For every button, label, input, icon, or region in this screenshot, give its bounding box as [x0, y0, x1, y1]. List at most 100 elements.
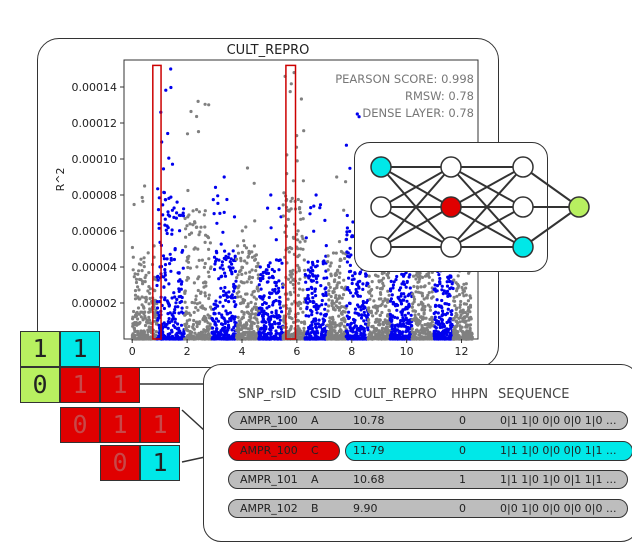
- data-point: [317, 318, 321, 322]
- cell-snp: AMPR_102: [240, 502, 298, 515]
- data-point: [177, 271, 181, 275]
- data-point: [229, 257, 233, 261]
- data-point: [257, 306, 261, 310]
- data-point: [322, 276, 326, 280]
- data-point: [277, 279, 281, 283]
- data-point: [377, 320, 381, 324]
- data-point: [380, 310, 384, 315]
- data-point: [244, 271, 248, 275]
- data-point: [245, 330, 250, 334]
- data-point: [346, 254, 350, 258]
- data-point: [314, 193, 318, 197]
- data-point: [357, 328, 361, 332]
- data-point: [170, 208, 174, 212]
- data-point: [367, 290, 371, 294]
- data-point: [340, 310, 344, 314]
- data-point: [223, 271, 227, 275]
- data-point: [367, 318, 371, 322]
- data-point: [277, 206, 281, 210]
- data-point: [334, 293, 338, 297]
- data-point: [274, 284, 278, 288]
- cell-snp: AMPR_100: [240, 414, 298, 427]
- data-point: [422, 308, 426, 312]
- data-point: [327, 298, 331, 302]
- data-point: [154, 330, 158, 334]
- data-point: [356, 303, 360, 307]
- data-point: [378, 313, 382, 317]
- plot-title: CULT_REPRO: [226, 43, 310, 58]
- data-point: [185, 337, 189, 341]
- data-point: [360, 313, 364, 317]
- data-point: [303, 239, 307, 243]
- data-point: [239, 295, 243, 299]
- data-point: [192, 327, 196, 331]
- data-point: [170, 228, 174, 232]
- data-point: [263, 301, 267, 305]
- data-point: [136, 317, 140, 321]
- data-point: [321, 260, 325, 264]
- data-point: [176, 337, 180, 341]
- snp-table-panel: SNP_rsID CSID CULT_REPRO HHPN SEQUENCE A…: [203, 364, 632, 542]
- data-point: [299, 301, 303, 306]
- data-point: [329, 261, 333, 265]
- data-point: [200, 336, 204, 340]
- data-point: [391, 286, 395, 290]
- data-point: [268, 336, 272, 340]
- data-point: [218, 300, 222, 304]
- data-point: [175, 211, 179, 215]
- data-point: [191, 209, 195, 213]
- data-point: [381, 276, 386, 280]
- data-point: [147, 325, 151, 329]
- data-point: [315, 336, 319, 340]
- data-point: [314, 277, 318, 281]
- data-point: [420, 275, 425, 279]
- data-point: [421, 326, 425, 330]
- data-point: [219, 322, 224, 326]
- data-point: [402, 272, 406, 277]
- data-point: [425, 326, 429, 330]
- data-point: [447, 292, 451, 296]
- data-point: [296, 255, 300, 259]
- data-point: [157, 196, 161, 200]
- data-point: [137, 269, 141, 273]
- data-point: [258, 295, 262, 299]
- data-point: [133, 272, 137, 276]
- data-point: [190, 300, 194, 305]
- data-point: [338, 271, 342, 275]
- data-point: [396, 324, 401, 328]
- data-point: [184, 227, 188, 231]
- data-point: [228, 260, 232, 264]
- data-point: [139, 315, 143, 319]
- data-point: [431, 295, 435, 299]
- data-point: [348, 326, 352, 330]
- data-point: [306, 293, 310, 298]
- data-point: [202, 213, 206, 217]
- data-point: [414, 277, 418, 281]
- data-point: [386, 327, 390, 331]
- data-point: [266, 312, 270, 316]
- data-point: [221, 304, 225, 308]
- data-point: [314, 322, 318, 326]
- data-point: [173, 295, 177, 299]
- data-point: [445, 280, 449, 284]
- data-point: [204, 336, 208, 340]
- data-point: [307, 297, 311, 301]
- data-point: [359, 316, 364, 320]
- data-point: [185, 224, 189, 228]
- data-point: [420, 308, 424, 312]
- data-point: [304, 298, 308, 302]
- data-point: [134, 277, 139, 281]
- data-point: [455, 313, 459, 317]
- data-point: [233, 315, 237, 319]
- data-point: [361, 282, 365, 286]
- data-point: [362, 327, 366, 331]
- data-point: [268, 327, 272, 331]
- data-point: [464, 286, 468, 290]
- data-point: [264, 268, 268, 272]
- data-point: [184, 310, 188, 314]
- data-point: [282, 191, 286, 195]
- data-point: [216, 201, 220, 205]
- data-point: [415, 285, 419, 289]
- data-point: [354, 333, 358, 337]
- data-point: [393, 326, 397, 331]
